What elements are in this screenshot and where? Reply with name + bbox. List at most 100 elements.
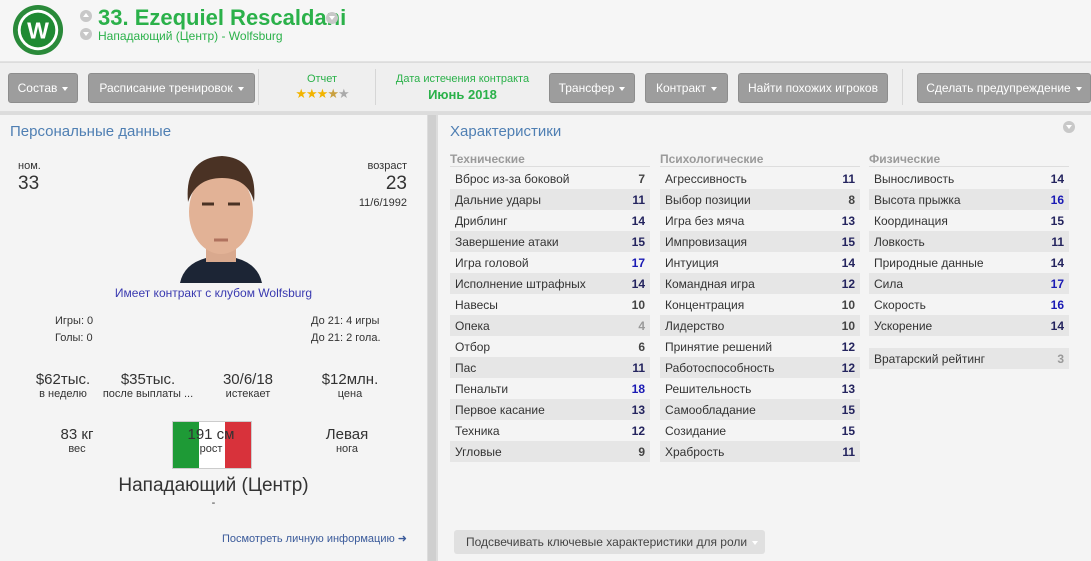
attribute-row[interactable]: Пенальти 18 [450,378,650,399]
svg-text:W: W [27,18,49,44]
attribute-value: 14 [631,276,645,291]
chevron-down-icon [752,540,759,545]
attribute-row[interactable]: Высота прыжка 16 [869,189,1069,210]
panel-title: Характеристики [450,123,562,140]
attribute-value: 14 [841,255,855,270]
age-label: возраст [367,160,407,172]
attribute-value: 6 [638,339,645,354]
attribute-row[interactable]: Сила 17 [869,273,1069,294]
attribute-value: 15 [631,234,645,249]
attribute-name: Концентрация [665,297,745,312]
warn-label: Сделать предупреждение [926,81,1071,95]
find-similar-button[interactable]: Найти похожих игроков [738,73,888,103]
squad-button[interactable]: Состав [8,73,78,103]
attribute-name: Игра головой [455,255,529,270]
nationality-flag[interactable] [172,421,252,469]
panel-options-button[interactable] [1063,121,1075,133]
attribute-value: 14 [1050,171,1064,186]
physical-label: нога [335,443,359,455]
attribute-value: 14 [1050,318,1064,333]
finance-stat: $62тыс. в неделю [23,371,103,400]
group-header: Физические [869,152,1069,167]
attribute-row[interactable]: Лидерство 10 [660,315,860,336]
attribute-row[interactable]: Выносливость 14 [869,168,1069,189]
attribute-value: 12 [631,423,645,438]
attribute-row[interactable]: Исполнение штрафных 14 [450,273,650,294]
contract-button[interactable]: Контракт [645,73,728,103]
attribute-row[interactable]: Работоспособность 12 [660,357,860,378]
physical-value: 191 см [187,426,235,443]
attribute-name: Отбор [455,339,491,354]
attribute-row[interactable]: Техника 12 [450,420,650,441]
attribute-row[interactable]: Дриблинг 14 [450,210,650,231]
attribute-value: 10 [841,318,855,333]
scout-report[interactable]: Отчет ★★★★★ [272,73,372,102]
attribute-value: 14 [1050,255,1064,270]
attribute-name: Созидание [665,423,727,438]
highlight-role-button[interactable]: Подсвечивать ключевые характеристики для… [454,530,765,554]
attribute-name: Завершение атаки [455,234,559,249]
attribute-row[interactable]: Интуиция 14 [660,252,860,273]
attribute-row[interactable]: Ловкость 11 [869,231,1069,252]
attribute-row[interactable]: Командная игра 12 [660,273,860,294]
attribute-row[interactable]: Выбор позиции 8 [660,189,860,210]
divider [375,69,376,105]
attribute-row[interactable]: Агрессивность 11 [660,168,860,189]
attribute-name: Исполнение штрафных [455,276,586,291]
attribute-name: Дальние удары [455,192,541,207]
attribute-row[interactable]: Первое касание 13 [450,399,650,420]
attribute-row[interactable]: Принятие решений 12 [660,336,860,357]
attribute-value: 15 [1050,213,1064,228]
contract-club-link[interactable]: Имеет контракт с клубом Wolfsburg [114,286,313,300]
attribute-row[interactable]: Вброс из-за боковой 7 [450,168,650,189]
physical-value: 83 кг [60,426,94,443]
attribute-name: Принятие решений [665,339,773,354]
contract-expiry-value: Июнь 2018 [428,87,497,102]
attribute-row[interactable]: Координация 15 [869,210,1069,231]
attribute-row[interactable]: Навесы 10 [450,294,650,315]
player-title: 33. Ezequiel Rescaldani [98,5,347,30]
attribute-row[interactable]: Храбрость 11 [660,441,860,462]
physical-label: рост [199,443,223,455]
attribute-row[interactable]: Угловые 9 [450,441,650,462]
physical-stat: 191 см рост [171,426,251,455]
attribute-group: Психологические Агрессивность 11 Выбор пози… [660,152,860,462]
attribute-row[interactable]: Концентрация 10 [660,294,860,315]
attribute-row[interactable]: Скорость 16 [869,294,1069,315]
attribute-row[interactable]: Дальние удары 11 [450,189,650,210]
attribute-name: Импровизация [665,234,748,249]
attribute-row[interactable]: Ускорение 14 [869,315,1069,336]
attribute-row[interactable]: Самообладание 15 [660,399,860,420]
attribute-row[interactable]: Игра головой 17 [450,252,650,273]
attribute-row[interactable]: Завершение атаки 15 [450,231,650,252]
previous-player-button[interactable] [80,10,92,22]
goalkeeper-rating-row[interactable]: Вратарский рейтинг 3 [869,348,1069,369]
warn-button[interactable]: Сделать предупреждение [917,73,1091,103]
attribute-row[interactable]: Решительность 13 [660,378,860,399]
view-personal-info-link[interactable]: Посмотреть личную информацию ➜ [221,533,407,545]
attribute-value: 3 [1057,351,1064,366]
attribute-row[interactable]: Игра без мяча 13 [660,210,860,231]
player-menu-button[interactable] [326,12,338,24]
training-button[interactable]: Расписание тренировок [88,73,255,103]
attribute-row[interactable]: Пас 11 [450,357,650,378]
report-label: Отчет [306,73,338,85]
transfer-button[interactable]: Трансфер [549,73,635,103]
scrollbar[interactable] [428,115,436,561]
attribute-row[interactable]: Опека 4 [450,315,650,336]
attribute-row[interactable]: Природные данные 14 [869,252,1069,273]
attribute-value: 8 [848,192,855,207]
next-player-button[interactable] [80,28,92,40]
attribute-name: Выносливость [874,171,955,186]
contract-label: Контракт [655,81,706,95]
chevron-down-icon [237,86,244,91]
physical-stat: Левая нога [307,426,387,455]
attribute-value: 15 [841,234,855,249]
attribute-row[interactable]: Созидание 15 [660,420,860,441]
divider [258,69,259,105]
attribute-row[interactable]: Импровизация 15 [660,231,860,252]
attribute-value: 16 [1050,192,1064,207]
attribute-row[interactable]: Отбор 6 [450,336,650,357]
finance-stat: $12млн. цена [315,371,385,400]
finance-stat: 30/6/18 истекает [213,371,283,400]
